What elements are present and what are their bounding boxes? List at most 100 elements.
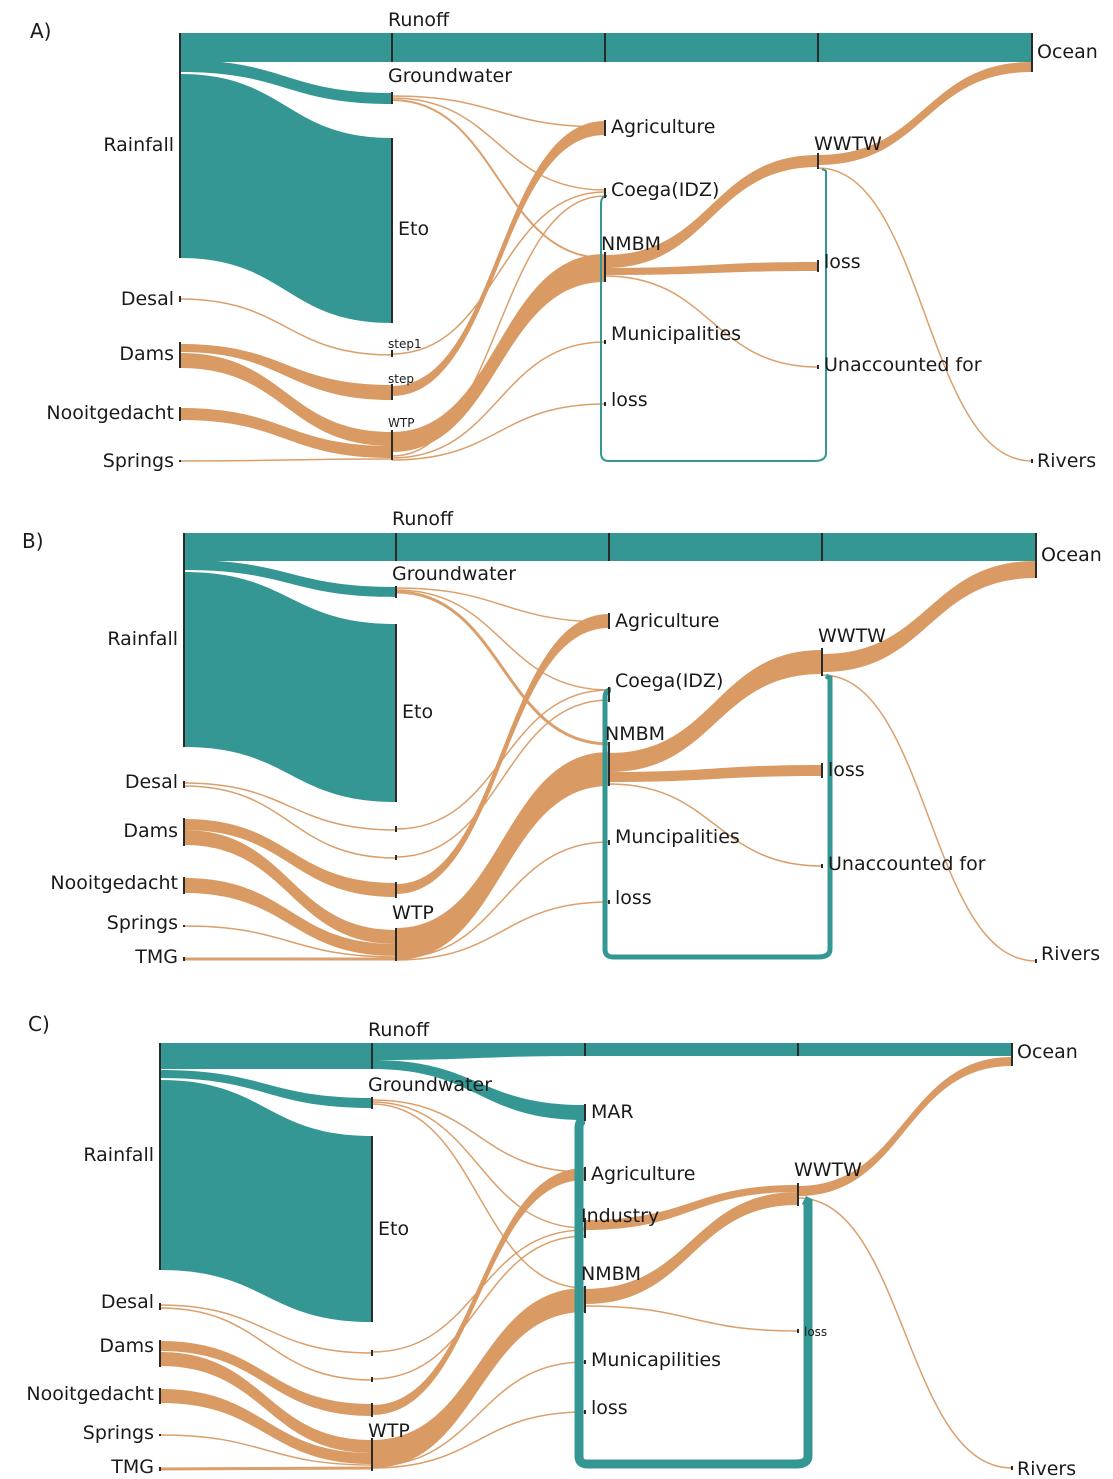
rainfall-label: Rainfall: [103, 134, 174, 156]
eto-label: Eto: [402, 701, 433, 723]
springs-label: Springs: [103, 450, 174, 472]
agriculture-node: [608, 613, 610, 629]
step1-label: step1: [388, 337, 422, 351]
groundwater-agriculture-flow: [371, 1099, 586, 1173]
desal-label: Desal: [121, 288, 174, 310]
coega-label: Coega(IDZ): [615, 670, 723, 692]
wwtw-rivers-flow: [797, 1197, 1013, 1469]
tmg-node: [183, 957, 185, 961]
ocean-label: Ocean: [1037, 41, 1098, 63]
step-label: step: [388, 372, 414, 386]
loss-mid-node: [584, 1410, 586, 1414]
runoff-right-node: [817, 33, 819, 62]
rainfall-groundwater-flow: [180, 60, 392, 104]
rivers-node: [1011, 1466, 1013, 1470]
loss-mid-node: [604, 402, 606, 406]
springs-node: [159, 1434, 161, 1436]
runoff-mid-node: [604, 33, 606, 62]
nooitgedacht-node: [159, 1388, 161, 1404]
industry-node: [584, 1218, 586, 1238]
mar-node: [584, 1104, 586, 1121]
loss-right-node: [797, 1329, 799, 1333]
runoff-label: Runoff: [388, 9, 450, 31]
runoff-label: Runoff: [392, 508, 454, 530]
groundwater-label: Groundwater: [392, 563, 516, 585]
groundwater-node: [395, 586, 397, 598]
eto-label: Eto: [378, 1218, 409, 1240]
nooitgedacht-wtp-flow: [184, 878, 396, 956]
nmbm-loss-flow: [609, 765, 822, 782]
springs-node: [183, 925, 185, 927]
groundwater-nmbm-flow: [395, 590, 610, 746]
wtp-node: [391, 430, 393, 460]
groundwater-industry-flow: [371, 1101, 586, 1229]
nooitgedacht-wtp-flow: [160, 1389, 372, 1464]
loss-right-node: [817, 260, 819, 272]
wtp-label: WTP: [388, 416, 414, 430]
rainfall-eto-flow: [180, 74, 392, 323]
step-agriculture-flow: [396, 614, 609, 894]
ocean-label: Ocean: [1017, 1041, 1078, 1063]
wtp-nmbm-flow: [372, 1288, 585, 1468]
agriculture-label: Agriculture: [615, 610, 720, 632]
ocean-node: [1035, 533, 1037, 578]
wtp-loss-flow: [391, 403, 606, 461]
agriculture-node: [584, 1167, 586, 1181]
nmbm-unaccounted-flow: [608, 783, 823, 867]
springs-wtp-flow: [179, 458, 393, 462]
rivers-node: [1031, 459, 1033, 463]
dams-node: [183, 818, 185, 846]
desal-step1-flow: [179, 298, 393, 356]
groundwater-nmbm-flow: [371, 1103, 586, 1289]
wtp-loss-flow: [371, 1411, 586, 1469]
wtp-loss-flow: [395, 901, 610, 961]
agriculture-label: Agriculture: [591, 1163, 696, 1185]
tmg-node: [159, 1467, 161, 1471]
wwtw-ocean-flow: [822, 561, 1036, 672]
ocean-label: Ocean: [1041, 544, 1102, 566]
wtp-node: [371, 1438, 373, 1471]
loss-mid-label: loss: [615, 887, 652, 909]
panel-label: A): [30, 19, 51, 43]
rivers-label: Rivers: [1041, 943, 1100, 965]
step-node: [391, 384, 393, 400]
groundwater-agriculture-flow: [395, 587, 610, 623]
groundwater-node: [371, 1097, 373, 1109]
node-bars: [159, 33, 1037, 1471]
groundwater-coega-flow: [395, 589, 610, 691]
desal-node: [183, 781, 185, 788]
tmg-label: TMG: [134, 946, 178, 968]
wtp-coega-flow: [391, 195, 606, 457]
unaccounted-node: [821, 864, 823, 868]
nmbm-wwtw-flow: [585, 1192, 798, 1304]
wtp-node: [395, 928, 397, 961]
desal-step1-flow: [159, 1304, 373, 1354]
wwtw-rivers-flow: [817, 167, 1033, 462]
municipalities-node: [604, 340, 606, 344]
groundwater-label: Groundwater: [388, 65, 512, 87]
wwtw-label: WWTW: [794, 1159, 862, 1181]
rivers-label: Rivers: [1017, 1458, 1076, 1479]
wwtw-recycle-loop: [574, 1115, 813, 1469]
nmbm-node: [584, 1286, 586, 1313]
industry-label: Industry: [581, 1205, 659, 1227]
wwtw-recycle-loop: [600, 168, 827, 462]
nooitgedacht-node: [179, 407, 181, 421]
nmbm-label: NMBM: [581, 1263, 641, 1285]
coega-node: [608, 687, 610, 702]
ocean-node: [1031, 33, 1033, 72]
springs-wtp-flow: [183, 925, 397, 958]
loss-mid-node: [608, 900, 610, 904]
nmbm-label: NMBM: [601, 233, 661, 255]
eto-node: [371, 1136, 373, 1322]
nooitgedacht-label: Nooitgedacht: [26, 1383, 154, 1405]
wwtw-label: WWTW: [818, 625, 886, 647]
desal-step1-flow: [183, 782, 397, 831]
municipalities-node: [584, 1360, 586, 1364]
nooitgedacht-label: Nooitgedacht: [46, 402, 174, 424]
wtp-nmbm-flow: [392, 254, 605, 452]
step-node: [395, 882, 397, 898]
step-node: [371, 1403, 373, 1417]
loss-right-label: loss: [824, 251, 861, 273]
